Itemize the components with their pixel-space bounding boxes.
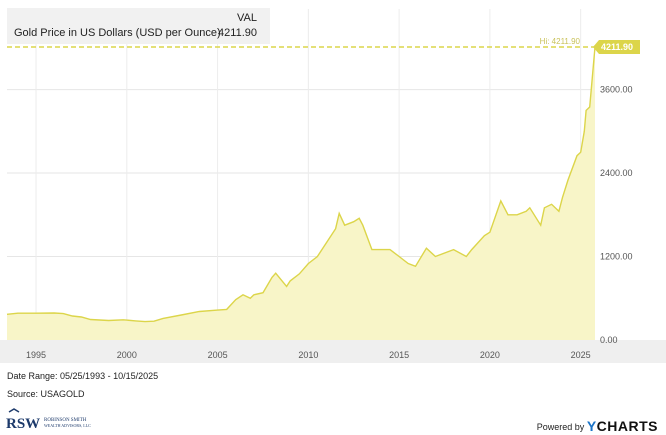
legend-series-name: Gold Price in US Dollars (USD per Ounce) bbox=[14, 27, 221, 39]
y-tick-label: 3600.00 bbox=[600, 85, 633, 95]
x-tick-label: 2020 bbox=[480, 350, 500, 360]
x-tick-label: 2000 bbox=[117, 350, 137, 360]
date-range: Date Range: 05/25/1993 - 10/15/2025 bbox=[7, 371, 159, 381]
logo-line1: ROBINSON SMITH bbox=[44, 418, 87, 423]
legend-series-value: 4211.90 bbox=[218, 27, 257, 39]
x-axis: 1995 2000 2005 2010 2015 2020 2025 bbox=[0, 340, 666, 363]
high-label: Hi: 4211.90 bbox=[540, 37, 581, 46]
x-tick-label: 2025 bbox=[571, 350, 591, 360]
powered-by-prefix: Powered by bbox=[536, 422, 585, 432]
series-line bbox=[6, 46, 596, 323]
legend-header: VAL bbox=[237, 12, 257, 24]
powered-by[interactable]: Powered by YCHARTS bbox=[537, 418, 658, 434]
rsw-logo: RSW ROBINSON SMITH WEALTH ADVISORS, LLC bbox=[6, 408, 91, 430]
x-tick-label: 1995 bbox=[26, 350, 46, 360]
last-value-badge-shape bbox=[593, 40, 640, 54]
x-tick-label: 2010 bbox=[298, 350, 318, 360]
legend-box: VAL Gold Price in US Dollars (USD per Ou… bbox=[7, 8, 270, 44]
source: Source: USAGOLD bbox=[7, 389, 85, 399]
y-tick-label: 1200.00 bbox=[600, 252, 633, 262]
y-axis: 0.00 1200.00 2400.00 3600.00 bbox=[600, 85, 633, 345]
logo-mark: RSW bbox=[6, 416, 40, 430]
x-tick-label: 2005 bbox=[208, 350, 228, 360]
series-area bbox=[7, 47, 595, 340]
y-tick-label: 0.00 bbox=[600, 335, 618, 345]
x-tick-label: 2015 bbox=[389, 350, 409, 360]
last-value-badge: 4211.90 bbox=[593, 40, 640, 54]
high-line: Hi: 4211.90 bbox=[7, 37, 595, 48]
logo-line2: WEALTH ADVISORS, LLC bbox=[44, 423, 91, 429]
x-axis-band bbox=[0, 340, 666, 363]
last-value-label: 4211.90 bbox=[601, 42, 633, 52]
y-tick-label: 2400.00 bbox=[600, 168, 633, 178]
ycharts-logo: YCHARTS bbox=[586, 418, 658, 434]
